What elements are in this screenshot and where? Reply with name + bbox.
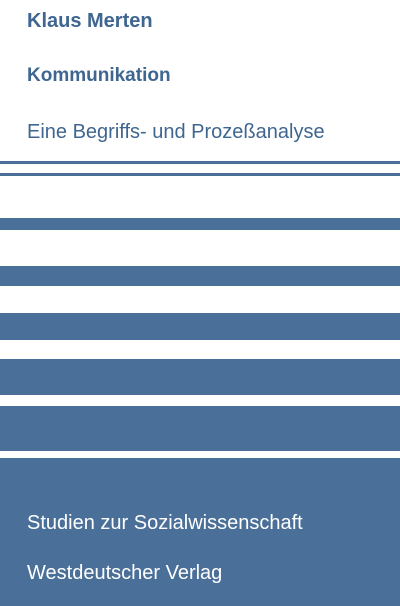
stripe-7 [0, 406, 400, 451]
author-name: Klaus Merten [27, 10, 153, 32]
stripe-4 [0, 266, 400, 286]
stripe-5 [0, 313, 400, 340]
stripe-3 [0, 218, 400, 230]
publisher-name: Westdeutscher Verlag [27, 562, 223, 584]
bottom-band [0, 458, 400, 606]
stripe-6 [0, 359, 400, 395]
book-subtitle: Eine Begriffs- und Prozeßanalyse [27, 121, 325, 143]
book-title: Kommunikation [27, 65, 171, 86]
stripe-1 [0, 161, 400, 164]
stripe-2 [0, 173, 400, 176]
series-name: Studien zur Sozialwissenschaft [27, 512, 303, 534]
